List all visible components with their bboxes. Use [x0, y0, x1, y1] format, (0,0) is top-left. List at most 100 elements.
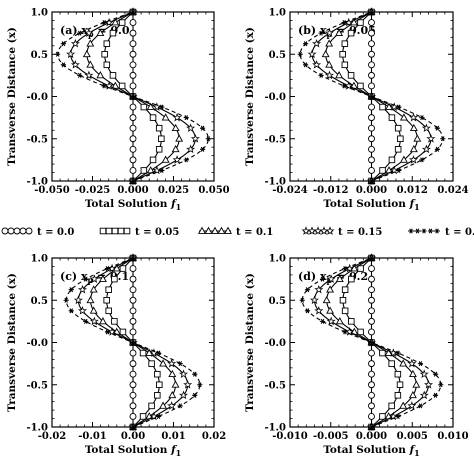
- data-point: [73, 295, 83, 305]
- y-tick-label: 1.0: [31, 254, 48, 265]
- data-point: [342, 329, 348, 335]
- data-point: [111, 318, 118, 325]
- data-point: [109, 29, 117, 37]
- data-point: [394, 392, 402, 399]
- series-4: [299, 255, 444, 430]
- data-point: [324, 28, 334, 37]
- data-point: [368, 178, 375, 184]
- chart-panel-d: -0.010 -0.005 0.000 0.005 0.010 -1.0 -0.5 -0.0 0…: [244, 253, 469, 457]
- y-axis-label: Transverse Distance (x): [244, 273, 256, 412]
- data-point: [407, 358, 417, 368]
- legend-label: t = 0.0: [37, 227, 74, 238]
- data-point: [183, 379, 193, 389]
- data-point: [158, 135, 165, 142]
- data-point: [171, 123, 180, 132]
- x-axis-label: Total Solution f1: [85, 444, 181, 457]
- data-point: [408, 390, 417, 399]
- y-tick-label: -0.0: [264, 92, 286, 103]
- data-point: [347, 72, 355, 79]
- data-point: [129, 114, 137, 122]
- data-point: [192, 392, 198, 398]
- data-point: [177, 361, 183, 367]
- data-point: [159, 167, 165, 173]
- data-point: [347, 29, 355, 37]
- data-point: [335, 71, 344, 79]
- data-point: [326, 306, 335, 314]
- legend-marker: [123, 227, 131, 235]
- data-point: [396, 104, 402, 110]
- y-tick-label: 0.5: [31, 50, 48, 61]
- data-point: [167, 401, 177, 410]
- data-point: [318, 30, 324, 36]
- data-point: [368, 114, 375, 122]
- data-point: [297, 51, 303, 57]
- y-axis-label: Transverse Distance (x): [6, 27, 18, 166]
- data-point: [394, 146, 402, 153]
- data-point: [171, 144, 180, 153]
- data-point: [89, 316, 99, 326]
- data-point: [396, 381, 404, 389]
- legend-marker: [105, 227, 113, 235]
- x-tick-label: 0.025: [158, 185, 189, 196]
- data-point: [197, 382, 203, 388]
- data-point: [342, 266, 348, 272]
- data-point: [70, 60, 80, 69]
- data-point: [368, 103, 375, 111]
- data-point: [190, 133, 200, 143]
- x-tick-label: 0.000: [356, 431, 387, 442]
- data-point: [159, 359, 168, 367]
- legend: t = 0.0 t = 0.05 t = 0.1 t = 0.15 t = 0.5: [1, 226, 474, 238]
- data-point: [140, 167, 148, 174]
- y-tick-label: -0.5: [264, 380, 286, 391]
- data-point: [322, 295, 331, 304]
- data-point: [432, 392, 439, 398]
- data-point: [413, 134, 422, 142]
- data-point: [368, 349, 375, 357]
- data-point: [77, 284, 88, 294]
- data-point: [388, 156, 396, 164]
- data-point: [86, 60, 95, 68]
- data-point: [419, 390, 429, 400]
- data-point: [129, 50, 137, 58]
- x-tick-label: -0.012: [313, 185, 349, 196]
- data-point: [130, 255, 136, 261]
- legend-item: t = 0.05: [99, 227, 179, 238]
- series-4: [63, 255, 203, 430]
- x-tick-label: 0.005: [397, 431, 428, 442]
- data-point: [149, 348, 159, 357]
- data-point: [167, 358, 177, 368]
- data-point: [107, 327, 117, 336]
- data-point: [129, 360, 137, 368]
- data-point: [399, 359, 408, 367]
- legend-marker: [25, 227, 33, 235]
- y-tick-label: -0.5: [264, 134, 286, 145]
- legend-marker: [1, 227, 9, 235]
- data-point: [168, 390, 177, 399]
- data-point: [368, 135, 375, 143]
- legend-marker: [414, 228, 421, 234]
- data-point: [101, 51, 108, 58]
- legend-label: t = 0.1: [236, 227, 273, 238]
- data-point: [335, 28, 344, 36]
- data-point: [399, 155, 408, 163]
- legend-marker: [198, 226, 206, 234]
- data-point: [368, 265, 375, 273]
- y-tick-label: 1.0: [31, 8, 48, 19]
- data-point: [111, 275, 118, 283]
- data-point: [368, 9, 375, 15]
- y-tick-label: -1.0: [264, 177, 286, 188]
- data-point: [55, 51, 61, 57]
- data-point: [325, 60, 334, 68]
- data-point: [101, 20, 107, 26]
- data-point: [118, 19, 126, 26]
- data-point: [129, 135, 137, 143]
- chart-panel-a: -0.050 -0.025 0.000 0.025 0.050 -1.0 -0.5 -0.0 0…: [6, 7, 230, 212]
- data-point: [368, 40, 375, 48]
- legend-marker: [211, 226, 219, 234]
- data-point: [434, 125, 440, 131]
- data-point: [426, 133, 436, 143]
- series-4: [55, 9, 211, 184]
- data-point: [183, 157, 189, 163]
- x-tick-label: 0.02: [202, 431, 226, 442]
- data-point: [156, 381, 163, 389]
